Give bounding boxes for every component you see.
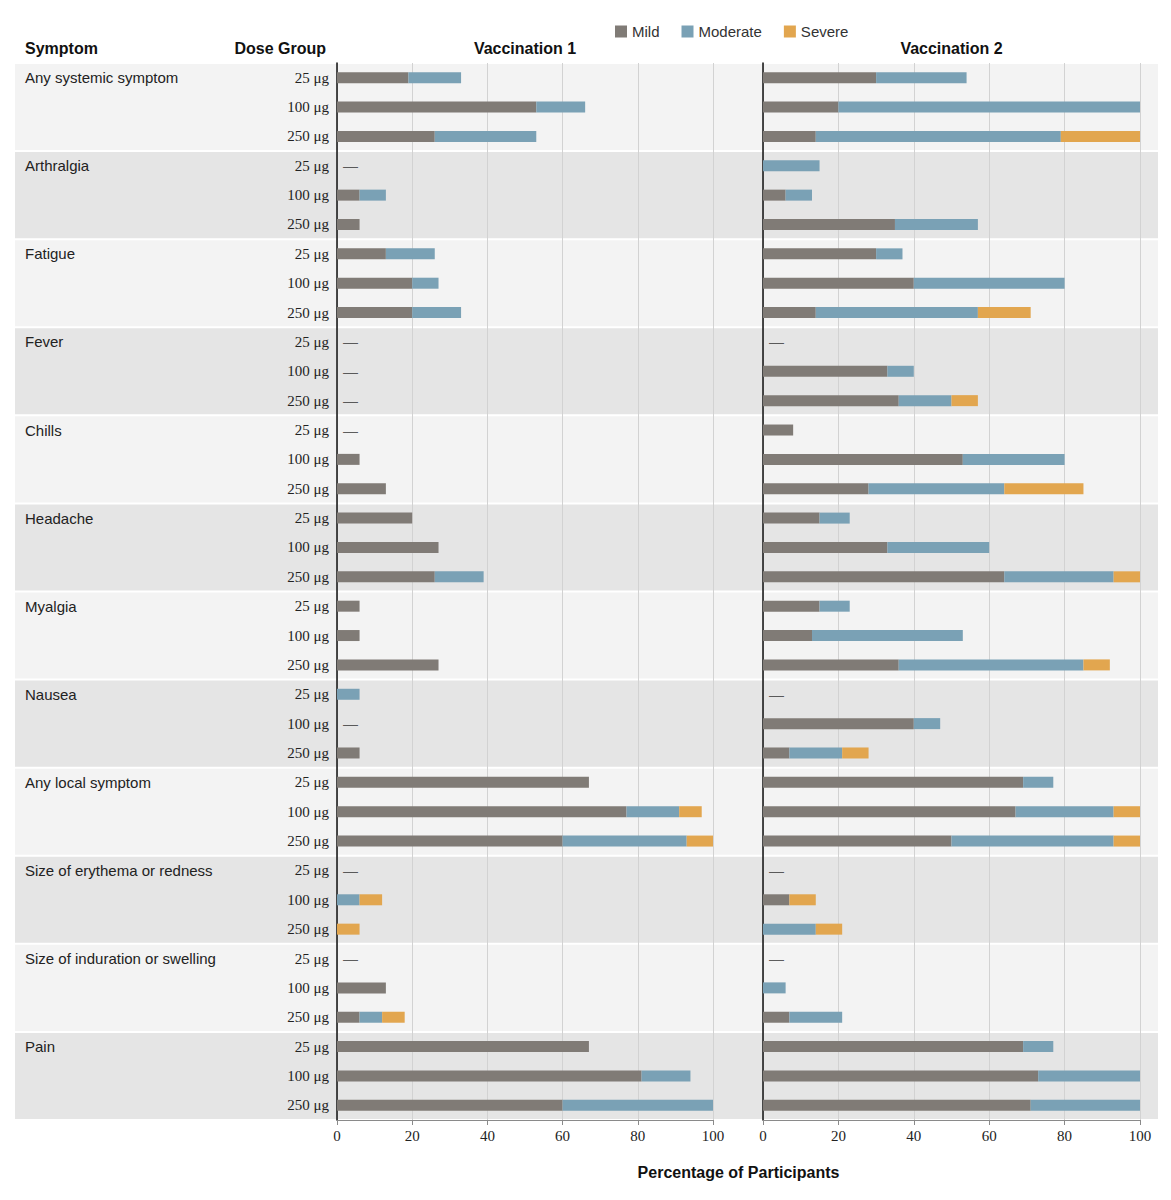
- svg-text:Vaccination 1: Vaccination 1: [474, 40, 576, 57]
- svg-text:0: 0: [333, 1128, 341, 1144]
- svg-text:80: 80: [630, 1128, 645, 1144]
- svg-text:25 μg: 25 μg: [295, 862, 330, 878]
- svg-text:250 μg: 250 μg: [287, 305, 329, 321]
- svg-text:25 μg: 25 μg: [295, 686, 330, 702]
- svg-text:250 μg: 250 μg: [287, 1009, 329, 1025]
- svg-text:Vaccination 2: Vaccination 2: [900, 40, 1002, 57]
- svg-text:100 μg: 100 μg: [287, 363, 329, 379]
- svg-text:100 μg: 100 μg: [287, 275, 329, 291]
- svg-text:25 μg: 25 μg: [295, 951, 330, 967]
- svg-text:40: 40: [906, 1128, 921, 1144]
- svg-text:25 μg: 25 μg: [295, 158, 330, 174]
- svg-text:Percentage of Participants: Percentage of Participants: [638, 1164, 840, 1181]
- svg-text:100 μg: 100 μg: [287, 980, 329, 996]
- svg-text:Fatigue: Fatigue: [25, 245, 75, 262]
- svg-text:—: —: [343, 363, 358, 380]
- svg-text:25 μg: 25 μg: [295, 1039, 330, 1055]
- svg-text:40: 40: [480, 1128, 495, 1144]
- svg-text:20: 20: [405, 1128, 420, 1144]
- svg-text:Pain: Pain: [25, 1038, 55, 1055]
- svg-text:—: —: [769, 686, 784, 703]
- svg-text:Symptom: Symptom: [25, 40, 98, 57]
- svg-text:—: —: [343, 862, 358, 879]
- svg-text:—: —: [343, 950, 358, 967]
- svg-text:20: 20: [831, 1128, 846, 1144]
- svg-text:25 μg: 25 μg: [295, 774, 330, 790]
- svg-text:—: —: [769, 950, 784, 967]
- svg-text:250 μg: 250 μg: [287, 1097, 329, 1113]
- svg-text:—: —: [769, 862, 784, 879]
- svg-text:Severe: Severe: [801, 23, 849, 40]
- svg-text:Any local symptom: Any local symptom: [25, 774, 151, 791]
- svg-text:—: —: [343, 422, 358, 439]
- svg-text:100 μg: 100 μg: [287, 451, 329, 467]
- svg-text:100 μg: 100 μg: [287, 892, 329, 908]
- svg-text:Headache: Headache: [25, 510, 93, 527]
- svg-text:25 μg: 25 μg: [295, 334, 330, 350]
- svg-text:100 μg: 100 μg: [287, 716, 329, 732]
- svg-text:60: 60: [555, 1128, 570, 1144]
- svg-text:250 μg: 250 μg: [287, 833, 329, 849]
- svg-text:250 μg: 250 μg: [287, 128, 329, 144]
- svg-text:Myalgia: Myalgia: [25, 598, 77, 615]
- svg-text:Any systemic symptom: Any systemic symptom: [25, 69, 178, 86]
- svg-text:250 μg: 250 μg: [287, 657, 329, 673]
- svg-text:250 μg: 250 μg: [287, 921, 329, 937]
- svg-text:100 μg: 100 μg: [287, 804, 329, 820]
- svg-text:250 μg: 250 μg: [287, 393, 329, 409]
- svg-text:250 μg: 250 μg: [287, 745, 329, 761]
- svg-text:Moderate: Moderate: [699, 23, 762, 40]
- svg-text:—: —: [343, 715, 358, 732]
- svg-text:25 μg: 25 μg: [295, 422, 330, 438]
- svg-text:100 μg: 100 μg: [287, 99, 329, 115]
- svg-text:250 μg: 250 μg: [287, 216, 329, 232]
- svg-text:25 μg: 25 μg: [295, 246, 330, 262]
- svg-text:—: —: [343, 392, 358, 409]
- svg-text:0: 0: [759, 1128, 767, 1144]
- svg-text:Fever: Fever: [25, 333, 63, 350]
- svg-text:Nausea: Nausea: [25, 686, 77, 703]
- svg-text:100: 100: [702, 1128, 725, 1144]
- svg-text:25 μg: 25 μg: [295, 598, 330, 614]
- svg-text:25 μg: 25 μg: [295, 70, 330, 86]
- svg-text:—: —: [769, 333, 784, 350]
- svg-text:100: 100: [1129, 1128, 1152, 1144]
- svg-text:100 μg: 100 μg: [287, 628, 329, 644]
- svg-text:100 μg: 100 μg: [287, 539, 329, 555]
- svg-text:Size of erythema or redness: Size of erythema or redness: [25, 862, 213, 879]
- svg-text:—: —: [343, 157, 358, 174]
- svg-text:Size of induration or swelling: Size of induration or swelling: [25, 950, 216, 967]
- svg-text:250 μg: 250 μg: [287, 569, 329, 585]
- svg-text:100 μg: 100 μg: [287, 1068, 329, 1084]
- svg-text:—: —: [343, 333, 358, 350]
- svg-text:Chills: Chills: [25, 422, 62, 439]
- svg-text:250 μg: 250 μg: [287, 481, 329, 497]
- svg-text:80: 80: [1057, 1128, 1072, 1144]
- svg-text:25 μg: 25 μg: [295, 510, 330, 526]
- svg-text:Arthralgia: Arthralgia: [25, 157, 90, 174]
- svg-text:Dose Group: Dose Group: [234, 40, 326, 57]
- svg-text:100 μg: 100 μg: [287, 187, 329, 203]
- svg-text:Mild: Mild: [632, 23, 660, 40]
- svg-text:60: 60: [982, 1128, 997, 1144]
